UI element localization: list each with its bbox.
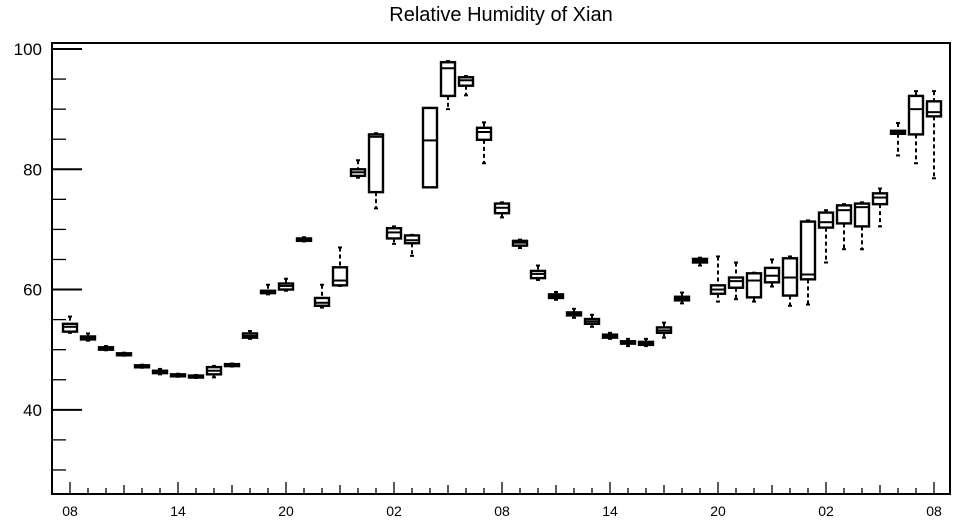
- box-31: [619, 337, 637, 348]
- box-body: [457, 76, 475, 87]
- x-tick-label: 14: [170, 503, 186, 519]
- box-15: [331, 246, 349, 287]
- y-tick-label: 80: [23, 160, 42, 179]
- box-19: [403, 233, 421, 257]
- box-5: [151, 367, 169, 376]
- box-1: [79, 332, 97, 342]
- x-tick-label: 08: [62, 503, 78, 519]
- box-14: [313, 283, 331, 309]
- box-9: [223, 362, 241, 368]
- box-24: [493, 201, 511, 219]
- box-42: [817, 209, 835, 264]
- box-body: [475, 126, 493, 142]
- x-tick-label: 08: [926, 503, 942, 519]
- box-body: [835, 204, 853, 225]
- y-tick-label: 60: [23, 281, 42, 300]
- box-series: [61, 60, 943, 379]
- box-body: [817, 211, 835, 229]
- box-20: [421, 106, 439, 189]
- box-6: [169, 372, 187, 378]
- box-body: [727, 276, 745, 289]
- box-body: [853, 202, 871, 228]
- x-tick-label: 02: [386, 503, 402, 519]
- box-44: [853, 201, 871, 251]
- box-45: [871, 187, 889, 228]
- x-tick-label: 14: [602, 503, 618, 519]
- box-body: [907, 94, 925, 136]
- box-40: [781, 255, 799, 307]
- x-axis: 08 14 20 02 08 14 20 02 08: [62, 482, 942, 519]
- box-body: [367, 133, 385, 194]
- box-3: [115, 351, 133, 357]
- box-body: [331, 266, 349, 287]
- x-tick-label: 02: [818, 503, 834, 519]
- box-7: [187, 373, 205, 379]
- y-axis: 40 60 80 100: [14, 40, 82, 471]
- box-10: [241, 330, 259, 340]
- box-body: [439, 61, 457, 98]
- box-12: [277, 277, 295, 292]
- box-26: [529, 264, 547, 281]
- box-body: [871, 192, 889, 206]
- plot-frame: [51, 42, 951, 495]
- box-35: [691, 256, 709, 267]
- x-tick-label: 08: [494, 503, 510, 519]
- box-11: [259, 283, 277, 296]
- box-41: [799, 219, 817, 306]
- box-21: [439, 60, 457, 111]
- box-30: [601, 331, 619, 340]
- box-34: [673, 291, 691, 305]
- box-38: [745, 271, 763, 303]
- box-37: [727, 261, 745, 301]
- box-13: [295, 236, 313, 243]
- box-body: [799, 220, 817, 281]
- x-tick-label: 20: [710, 503, 726, 519]
- box-body: [421, 106, 439, 189]
- box-48: [925, 90, 943, 180]
- box-0: [61, 315, 79, 334]
- box-4: [133, 363, 151, 369]
- box-32: [637, 337, 655, 348]
- box-17: [367, 132, 385, 210]
- box-39: [763, 258, 781, 288]
- box-33: [655, 321, 673, 339]
- y-tick-label: 40: [23, 401, 42, 420]
- box-47: [907, 90, 925, 165]
- box-body: [925, 100, 943, 118]
- box-28: [565, 307, 583, 319]
- box-8: [205, 364, 223, 379]
- box-36: [709, 255, 727, 303]
- box-18: [385, 225, 403, 245]
- box-46: [889, 121, 907, 157]
- box-22: [457, 75, 475, 97]
- x-tick-label: 20: [278, 503, 294, 519]
- box-25: [511, 238, 529, 250]
- y-tick-label: 100: [14, 40, 42, 59]
- box-43: [835, 203, 853, 251]
- box-23: [475, 121, 493, 165]
- box-29: [583, 313, 601, 328]
- chart-title: Relative Humidity of Xian: [389, 4, 613, 26]
- box-2: [97, 345, 115, 352]
- box-16: [349, 159, 367, 179]
- box-27: [547, 290, 565, 301]
- box-body: [745, 272, 763, 299]
